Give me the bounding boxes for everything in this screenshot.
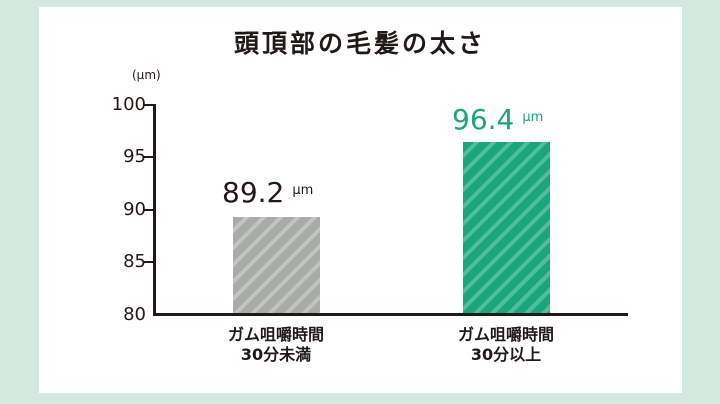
y-tick [143, 156, 153, 158]
y-axis-unit: (µm) [132, 68, 161, 82]
y-tick [143, 261, 153, 263]
y-tick-label: 100 [111, 94, 146, 115]
chart-panel [39, 7, 682, 393]
value-label-under-30min: 89.2 µm [222, 176, 314, 209]
y-tick-label: 85 [123, 251, 146, 272]
bar-over-30min [463, 142, 550, 314]
chart-title: 頭頂部の毛髪の太さ [233, 29, 486, 58]
y-tick [143, 104, 153, 106]
y-tick-label: 90 [123, 199, 146, 220]
x-category-label-under-30min: ガム咀嚼時間 30分未満 [227, 325, 324, 364]
bar-under-30min [233, 217, 320, 314]
y-axis [153, 104, 156, 316]
y-tick-label: 80 [123, 304, 146, 325]
x-category-label-over-30min: ガム咀嚼時間 30分以上 [457, 325, 554, 364]
y-tick [143, 209, 153, 211]
x-axis [153, 313, 628, 316]
value-label-over-30min: 96.4 µm [452, 103, 544, 136]
y-tick-label: 95 [123, 146, 146, 167]
